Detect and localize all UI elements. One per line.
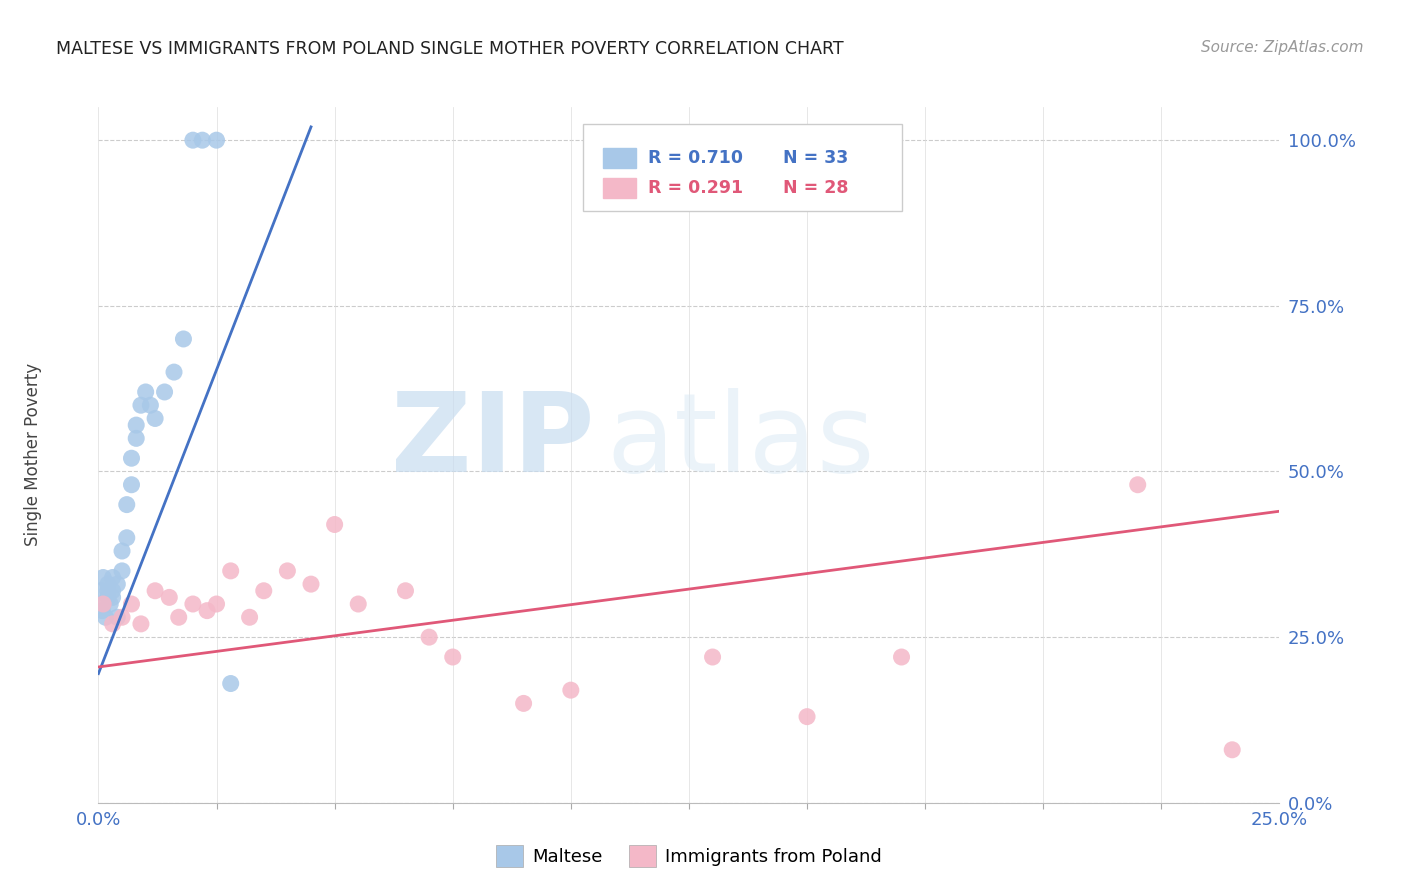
Point — [394, 583, 416, 598]
Point — [121, 451, 143, 466]
Point — [101, 570, 124, 584]
Point — [111, 610, 134, 624]
Point — [239, 610, 262, 624]
Point — [205, 133, 228, 147]
Point — [94, 610, 117, 624]
Point — [111, 544, 134, 558]
Point — [121, 597, 143, 611]
Point — [115, 531, 138, 545]
Point — [299, 577, 322, 591]
Point — [143, 411, 166, 425]
Point — [219, 564, 242, 578]
Text: R = 0.291: R = 0.291 — [648, 179, 742, 197]
FancyBboxPatch shape — [582, 124, 901, 211]
Point — [890, 650, 912, 665]
Text: ZIP: ZIP — [391, 387, 595, 494]
Text: atlas: atlas — [606, 387, 875, 494]
Point — [157, 591, 180, 605]
Bar — [603, 148, 636, 168]
Point — [1220, 743, 1243, 757]
Point — [125, 418, 148, 433]
Bar — [603, 178, 636, 198]
Point — [105, 577, 128, 591]
Point — [163, 365, 186, 379]
Point — [97, 577, 120, 591]
Point — [115, 498, 138, 512]
Point — [560, 683, 582, 698]
Legend: Maltese, Immigrants from Poland: Maltese, Immigrants from Poland — [488, 838, 890, 874]
Point — [97, 583, 120, 598]
Point — [512, 697, 534, 711]
Point — [702, 650, 724, 665]
Point — [181, 133, 204, 147]
Point — [111, 564, 134, 578]
Point — [143, 583, 166, 598]
Point — [101, 591, 124, 605]
Point — [101, 616, 124, 631]
Point — [105, 610, 128, 624]
Point — [276, 564, 298, 578]
Point — [125, 431, 148, 445]
Point — [181, 597, 204, 611]
Point — [101, 583, 124, 598]
Text: MALTESE VS IMMIGRANTS FROM POLAND SINGLE MOTHER POVERTY CORRELATION CHART: MALTESE VS IMMIGRANTS FROM POLAND SINGLE… — [56, 40, 844, 58]
Point — [347, 597, 370, 611]
Point — [135, 384, 157, 399]
Point — [219, 676, 242, 690]
Point — [441, 650, 464, 665]
Point — [167, 610, 190, 624]
Point — [195, 604, 218, 618]
Point — [139, 398, 162, 412]
Point — [98, 597, 121, 611]
Text: Source: ZipAtlas.com: Source: ZipAtlas.com — [1201, 40, 1364, 55]
Point — [418, 630, 440, 644]
Point — [121, 477, 143, 491]
Point — [253, 583, 276, 598]
Point — [172, 332, 194, 346]
Text: N = 28: N = 28 — [783, 179, 849, 197]
Point — [91, 597, 114, 611]
Point — [91, 570, 114, 584]
Point — [191, 133, 214, 147]
Point — [90, 583, 112, 598]
Point — [1126, 477, 1149, 491]
Point — [129, 398, 152, 412]
Point — [205, 597, 228, 611]
Text: N = 33: N = 33 — [783, 149, 849, 167]
Point — [97, 591, 120, 605]
Point — [153, 384, 176, 399]
Point — [91, 597, 114, 611]
Text: R = 0.710: R = 0.710 — [648, 149, 742, 167]
Text: Single Mother Poverty: Single Mother Poverty — [24, 363, 42, 547]
Point — [129, 616, 152, 631]
Point — [91, 604, 114, 618]
Point — [323, 517, 346, 532]
Point — [796, 709, 818, 723]
